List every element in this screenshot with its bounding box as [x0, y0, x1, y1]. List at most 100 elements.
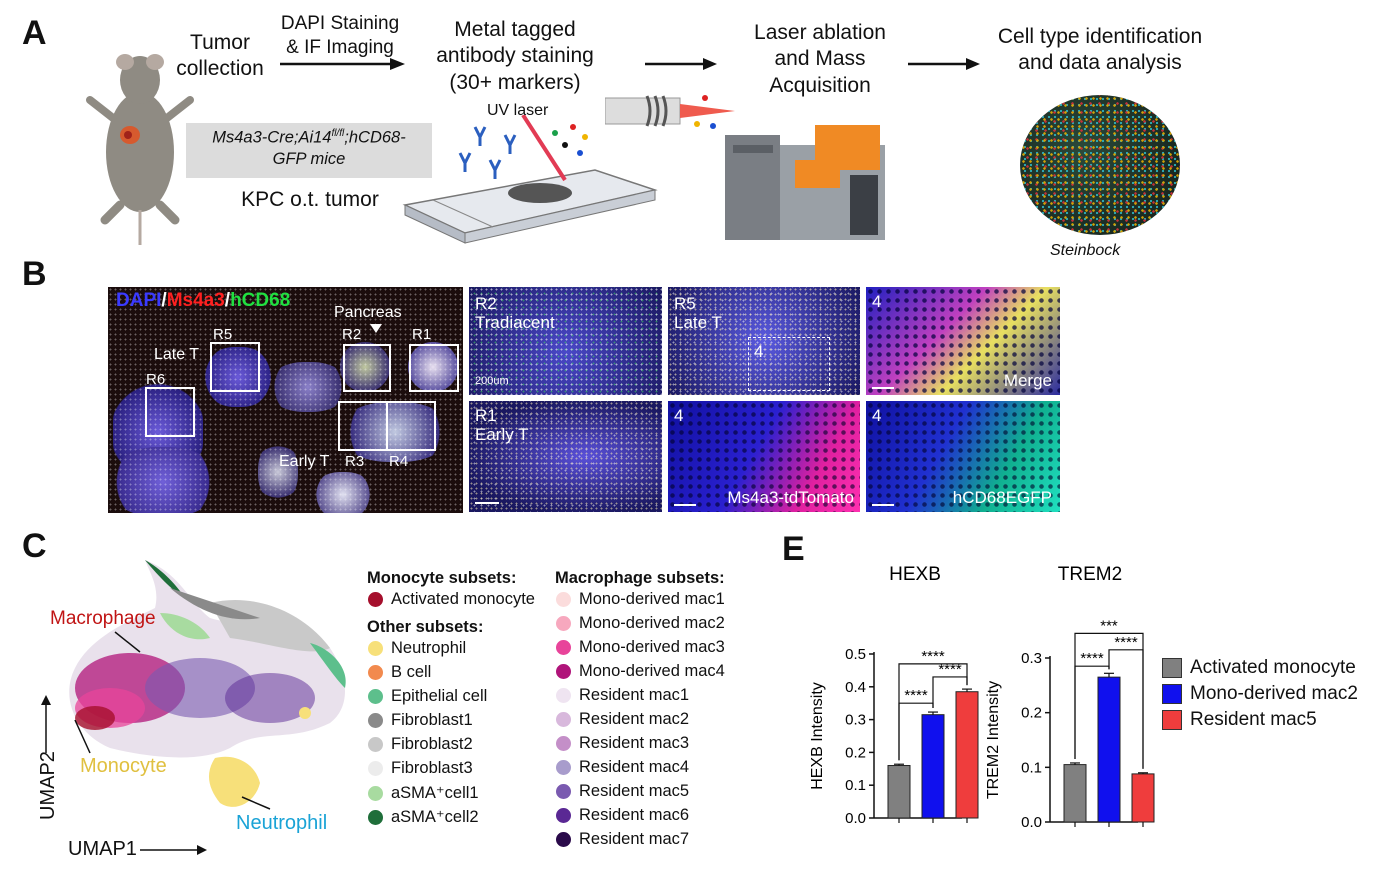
region-label-r3: R3	[345, 453, 365, 470]
legend-dot	[368, 737, 383, 752]
tissue-overview-image	[108, 287, 463, 513]
y-tick-label: 0.2	[1021, 705, 1042, 722]
significance-bracket	[898, 702, 934, 761]
mouse-model-box	[186, 123, 432, 178]
chart-title: HEXB	[889, 564, 941, 585]
legend-dot	[368, 785, 383, 801]
significance-bracket	[1074, 665, 1110, 759]
region-label-r6: R6	[146, 371, 166, 388]
pancreas-arrow-icon	[370, 324, 382, 333]
legend-label: Neutrophil	[391, 639, 467, 657]
scale-label: 200um	[475, 375, 509, 387]
y-tick-label: 0.0	[1021, 814, 1042, 831]
bar-3	[955, 691, 979, 819]
legend-label: Resident mac2	[579, 710, 690, 728]
tile-tomato-num: 4	[674, 406, 684, 425]
legend-label: Mono-derived mac2	[1190, 683, 1358, 704]
scale-bar	[674, 504, 696, 506]
legend-dot	[556, 592, 571, 607]
umap-axis-x: UMAP1	[68, 838, 137, 860]
region-box-r1	[409, 344, 459, 392]
region-label-r5: R5	[213, 326, 233, 343]
y-tick-label: 0.3	[1021, 650, 1042, 667]
significance-label: ****	[921, 648, 945, 665]
legend-item: Resident mac5	[556, 782, 689, 801]
scale-bar	[872, 504, 894, 506]
region-box-r2	[343, 344, 391, 392]
legend-other-title: Other subsets:	[367, 618, 484, 636]
scale-bar	[475, 502, 499, 504]
tile-tomato-label: Ms4a3-tdTomato	[727, 488, 854, 508]
legend-dot	[556, 664, 571, 679]
tile-r5-image: R5 Late T 4	[668, 287, 860, 395]
legend-dot	[556, 760, 571, 775]
legend-label: Fibroblast2	[391, 735, 473, 753]
legend-swatch	[1162, 658, 1182, 678]
laser-tube-illustration	[605, 95, 735, 129]
bar-1	[1063, 764, 1087, 823]
significance-bracket	[1108, 649, 1144, 769]
legend-label: Activated monocyte	[1190, 657, 1356, 678]
steinbock-label: Steinbock	[1050, 242, 1121, 259]
legend-dot	[368, 592, 383, 607]
legend-label: Mono-derived mac3	[579, 638, 725, 656]
significance-label: ****	[1080, 650, 1104, 667]
legend-dot	[368, 689, 383, 704]
legend-dot	[368, 713, 383, 728]
legend-label: Mono-derived mac2	[579, 614, 725, 632]
chart-title: TREM2	[1058, 564, 1122, 585]
legend-label: Fibroblast1	[391, 711, 473, 729]
legend-dot	[556, 736, 571, 751]
legend-dot	[556, 832, 571, 847]
legend-item: Resident mac2	[556, 710, 689, 729]
tile-egfp-image: 4 hCD68EGFP	[866, 401, 1060, 512]
tile-merge-num: 4	[872, 292, 882, 311]
arrow-right-icon	[645, 58, 717, 70]
y-tick-label: 0.5	[845, 646, 866, 663]
legend-label: Mono-derived mac1	[579, 590, 725, 608]
tile-r2-image: R2 Tradiacent 200um	[469, 287, 662, 395]
panel-letter-b: B	[22, 255, 47, 293]
legend-item: Resident mac1	[556, 686, 689, 705]
legend-item: Neutrophil	[368, 639, 466, 658]
tile-r1-label: R1 Early T	[475, 406, 529, 444]
mass-cytometer-illustration	[725, 125, 885, 240]
tile-r5-label: R5 Late T	[674, 294, 722, 332]
legend-dot	[368, 761, 383, 776]
legend-label: Resident mac5	[579, 782, 690, 800]
tile-merge-label: Merge	[1003, 371, 1052, 391]
y-tick-label: 0.1	[1021, 759, 1042, 776]
legend-label: Resident mac3	[579, 734, 690, 752]
step-antibody-staining: Metal tagged antibody staining (30+ mark…	[436, 18, 594, 94]
late-t-label: Late T	[154, 346, 200, 363]
legend-label: Resident mac7	[579, 830, 690, 848]
region-label-r1: R1	[412, 326, 432, 343]
legend-item: Mono-derived mac1	[556, 590, 725, 609]
region-label-r2: R2	[342, 326, 362, 343]
tile-merge-image: 4 Merge	[866, 287, 1060, 395]
tile-r5-inset-label: 4	[754, 342, 764, 361]
y-tick-label: 0.0	[845, 810, 866, 827]
chart-ylabel: TREM2 Intensity	[985, 681, 1002, 799]
legend-label: aSMA⁺cell2	[391, 808, 479, 826]
legend-item: Mono-derived mac3	[556, 638, 725, 657]
legend-dot	[556, 784, 571, 799]
pointer-line	[241, 796, 271, 810]
pointer-line	[74, 719, 91, 754]
legend-monocyte-title: Monocyte subsets:	[367, 569, 517, 587]
legend-item: Fibroblast1	[368, 711, 473, 730]
legend-item: Fibroblast2	[368, 735, 473, 754]
region-box-r5	[210, 342, 260, 392]
legend-item: B cell	[368, 663, 431, 682]
legend-item: Mono-derived mac2	[556, 614, 725, 633]
legend-dot	[368, 809, 383, 825]
legend-item: Resident mac6	[556, 806, 689, 825]
tile-egfp-num: 4	[872, 406, 882, 425]
legend-e-item: Activated monocyte	[1162, 657, 1356, 679]
axis-arrow-icon	[140, 845, 207, 855]
legend-dot	[368, 665, 383, 680]
legend-item: Resident mac7	[556, 830, 689, 849]
y-tick-label: 0.1	[845, 777, 866, 794]
legend-item: aSMA⁺cell1	[368, 783, 479, 803]
umap-label-macrophage: Macrophage	[50, 608, 156, 629]
